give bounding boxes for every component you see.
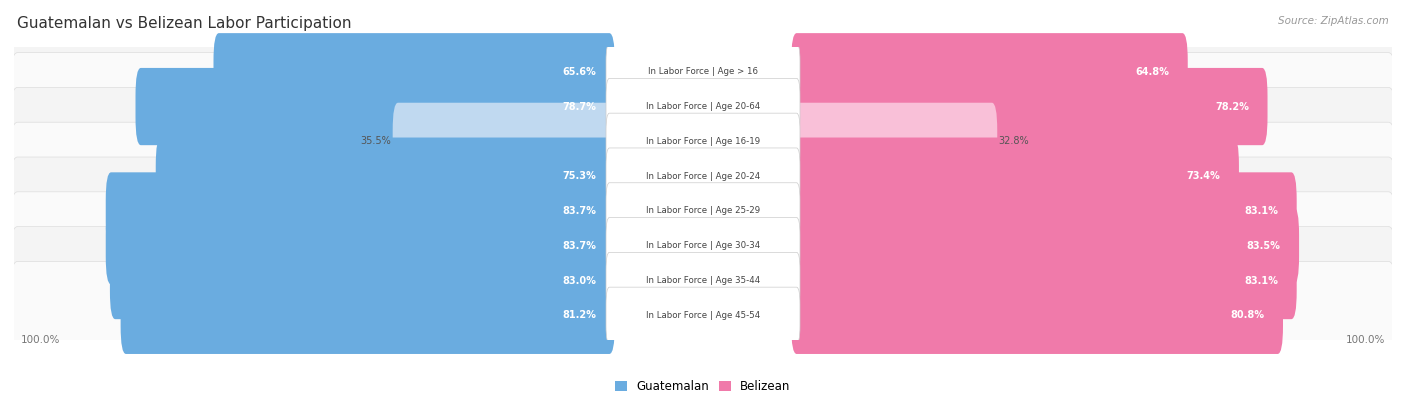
Text: 83.7%: 83.7% [562,241,596,251]
FancyBboxPatch shape [606,183,800,239]
FancyBboxPatch shape [606,218,800,274]
Text: In Labor Force | Age 45-54: In Labor Force | Age 45-54 [645,311,761,320]
Legend: Guatemalan, Belizean: Guatemalan, Belizean [610,376,796,395]
Text: 83.5%: 83.5% [1247,241,1281,251]
FancyBboxPatch shape [792,172,1296,250]
FancyBboxPatch shape [135,68,614,145]
FancyBboxPatch shape [110,242,614,319]
FancyBboxPatch shape [156,137,614,215]
FancyBboxPatch shape [606,287,800,344]
Text: 78.7%: 78.7% [562,102,596,111]
Text: 83.1%: 83.1% [1244,276,1278,286]
Text: 73.4%: 73.4% [1187,171,1220,181]
Text: 64.8%: 64.8% [1135,67,1168,77]
Text: In Labor Force | Age > 16: In Labor Force | Age > 16 [648,67,758,76]
Text: 32.8%: 32.8% [998,136,1029,147]
FancyBboxPatch shape [105,172,614,250]
FancyBboxPatch shape [606,252,800,309]
Text: In Labor Force | Age 16-19: In Labor Force | Age 16-19 [645,137,761,146]
FancyBboxPatch shape [792,68,1268,145]
FancyBboxPatch shape [392,103,614,180]
FancyBboxPatch shape [792,103,997,180]
Text: In Labor Force | Age 25-29: In Labor Force | Age 25-29 [645,207,761,215]
FancyBboxPatch shape [121,277,614,354]
Text: In Labor Force | Age 20-64: In Labor Force | Age 20-64 [645,102,761,111]
Text: 78.2%: 78.2% [1215,102,1249,111]
FancyBboxPatch shape [10,122,1396,230]
FancyBboxPatch shape [792,277,1284,354]
FancyBboxPatch shape [606,43,800,100]
Text: In Labor Force | Age 20-24: In Labor Force | Age 20-24 [645,172,761,181]
Text: 100.0%: 100.0% [1346,335,1385,345]
Text: 80.8%: 80.8% [1230,310,1264,320]
FancyBboxPatch shape [792,242,1296,319]
FancyBboxPatch shape [606,148,800,204]
Text: 35.5%: 35.5% [360,136,391,147]
FancyBboxPatch shape [10,157,1396,265]
FancyBboxPatch shape [10,227,1396,335]
Text: In Labor Force | Age 30-34: In Labor Force | Age 30-34 [645,241,761,250]
Text: 81.2%: 81.2% [562,310,596,320]
FancyBboxPatch shape [10,87,1396,195]
FancyBboxPatch shape [10,192,1396,300]
Text: 83.1%: 83.1% [1244,206,1278,216]
Text: In Labor Force | Age 35-44: In Labor Force | Age 35-44 [645,276,761,285]
Text: Guatemalan vs Belizean Labor Participation: Guatemalan vs Belizean Labor Participati… [17,16,352,31]
Text: Source: ZipAtlas.com: Source: ZipAtlas.com [1278,16,1389,26]
Text: 83.0%: 83.0% [562,276,596,286]
FancyBboxPatch shape [10,261,1396,369]
FancyBboxPatch shape [214,33,614,110]
Text: 65.6%: 65.6% [562,67,596,77]
FancyBboxPatch shape [792,207,1299,284]
Text: 100.0%: 100.0% [21,335,60,345]
Text: 75.3%: 75.3% [562,171,596,181]
FancyBboxPatch shape [10,53,1396,160]
FancyBboxPatch shape [10,18,1396,126]
FancyBboxPatch shape [792,137,1239,215]
FancyBboxPatch shape [105,207,614,284]
FancyBboxPatch shape [792,33,1188,110]
FancyBboxPatch shape [606,113,800,169]
FancyBboxPatch shape [606,78,800,135]
Text: 83.7%: 83.7% [562,206,596,216]
